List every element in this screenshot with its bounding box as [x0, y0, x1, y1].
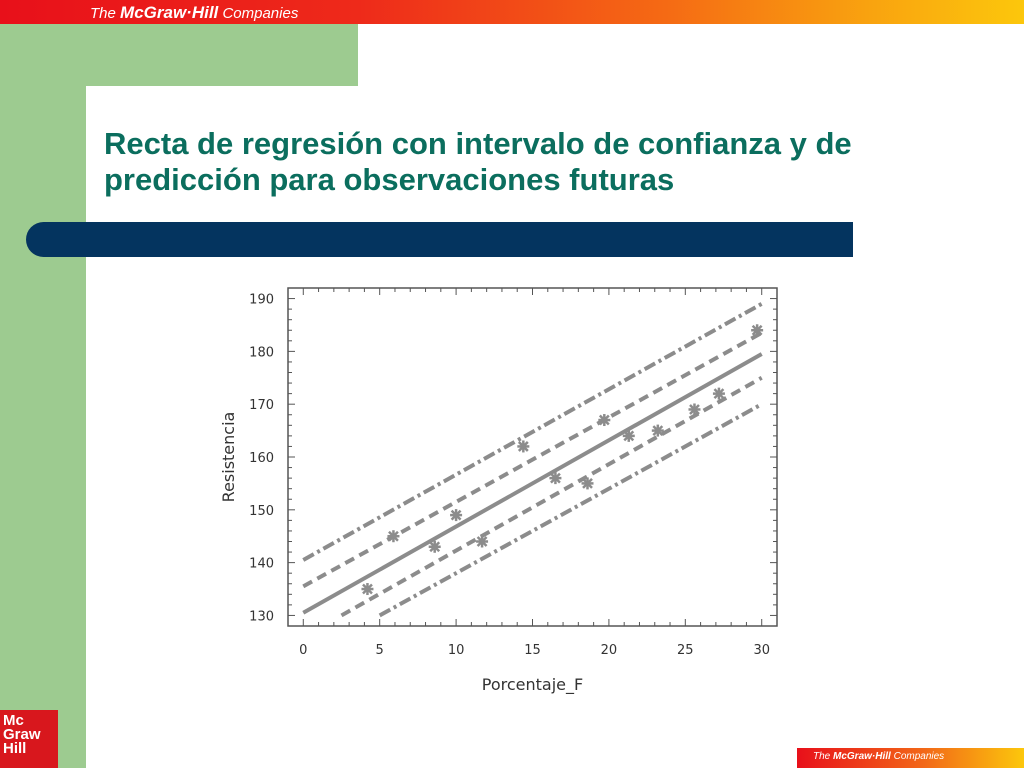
series-line-dashed-2	[340, 376, 763, 618]
data-point	[428, 540, 441, 553]
plot-frame	[287, 287, 778, 627]
data-point	[476, 535, 489, 548]
y-tick-label: 140	[249, 557, 274, 572]
data-point	[688, 403, 701, 416]
series-line-dashdot-3	[302, 302, 763, 562]
left-decor-bar	[0, 24, 86, 768]
content-area	[86, 86, 1024, 768]
mcgraw-hill-logo: Mc Graw Hill	[0, 710, 58, 768]
data-point	[751, 324, 764, 337]
data-point	[581, 477, 594, 490]
series-line-dashed-1	[302, 331, 763, 589]
x-tick-label: 0	[299, 643, 307, 658]
footer-brand-name: McGraw·Hill	[833, 751, 891, 762]
slide-title-line-1: Recta de regresión con intervalo de conf…	[104, 126, 852, 161]
data-point	[651, 424, 664, 437]
x-tick-label: 5	[376, 643, 384, 658]
top-decor-block	[0, 24, 358, 86]
data-point	[361, 583, 374, 596]
regression-chart: 0 5 10 15 20 25 30 130 140 150 160 170 180 190 Porcent…	[219, 287, 778, 695]
x-tick-label: 30	[753, 643, 770, 658]
data-point	[517, 440, 530, 453]
y-tick-label: 180	[249, 345, 274, 360]
data-point	[450, 509, 463, 522]
y-tick-label: 190	[249, 293, 274, 308]
y-tick-label: 150	[249, 504, 274, 519]
slide-title: Recta de regresión con intervalo de conf…	[104, 126, 984, 198]
title-underline-bar	[26, 222, 853, 257]
brand-footer: The McGraw·Hill Companies	[813, 751, 944, 762]
bottom-banner: The McGraw·Hill Companies	[797, 748, 1024, 768]
y-axis-label: Resistencia	[219, 412, 238, 503]
brand-prefix: The	[90, 5, 116, 22]
x-tick-label: 15	[524, 643, 541, 658]
x-tick-label: 10	[448, 643, 465, 658]
series-line-dashdot-4	[378, 402, 763, 618]
brand-suffix: Companies	[222, 5, 299, 22]
data-point	[549, 472, 562, 485]
data-point	[622, 429, 635, 442]
brand-name: McGraw·Hill	[120, 3, 219, 22]
data-point	[712, 387, 725, 400]
brand-header: The McGraw·Hill Companies	[90, 3, 298, 23]
x-tick-label: 25	[677, 643, 694, 658]
y-tick-label: 130	[249, 609, 274, 624]
y-tick-label: 170	[249, 398, 274, 413]
data-point	[387, 530, 400, 543]
series-line-solid-0	[302, 352, 763, 615]
top-banner: The McGraw·Hill Companies	[0, 0, 1024, 24]
x-tick-label: 20	[601, 643, 618, 658]
logo-line-2: Graw	[3, 726, 41, 743]
logo-line-1: Mc	[3, 712, 24, 729]
logo-line-3: Hill	[3, 740, 27, 757]
y-tick-label: 160	[249, 451, 274, 466]
x-axis-label: Porcentaje_F	[482, 675, 583, 695]
footer-brand-suffix: Companies	[893, 751, 945, 762]
slide-title-line-2: predicción para observaciones futuras	[104, 162, 675, 197]
data-point	[598, 414, 611, 427]
footer-brand-prefix: The	[813, 751, 831, 762]
